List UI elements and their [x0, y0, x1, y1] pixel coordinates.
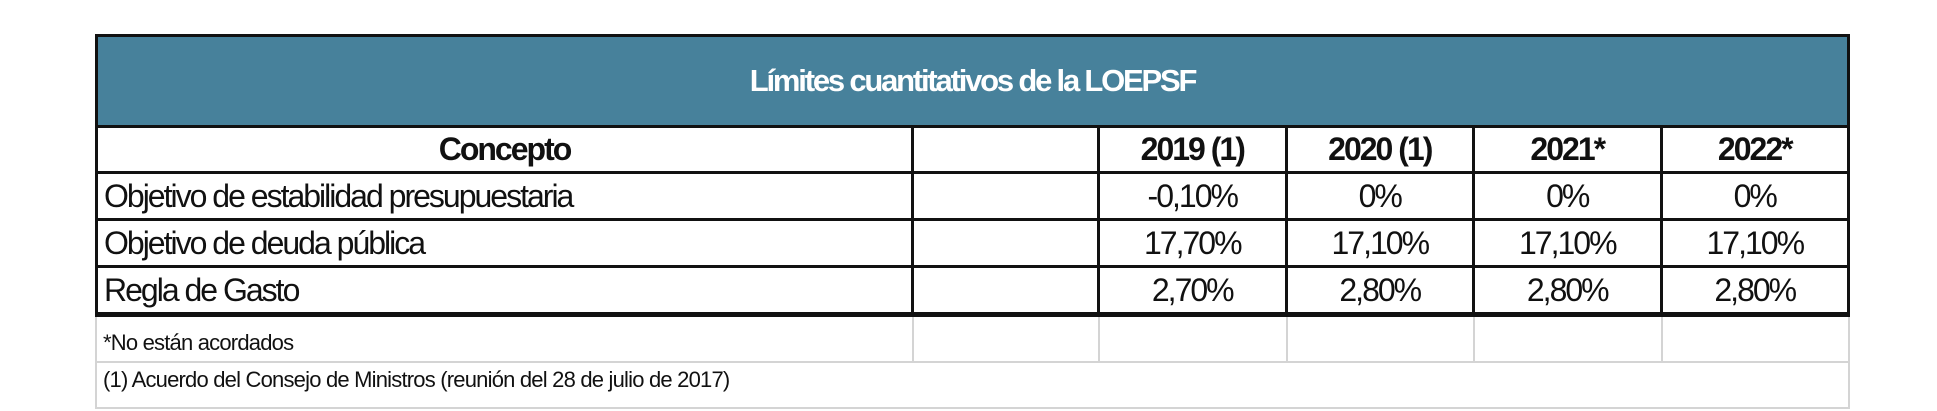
value-cell: 2,80%: [1663, 268, 1850, 312]
footnote-not-agreed: *No están acordados: [95, 317, 914, 363]
column-header-2021: 2021*: [1475, 128, 1663, 171]
column-header-2022: 2022*: [1663, 128, 1850, 171]
blank-cell: [1287, 317, 1475, 363]
value-cell: 17,10%: [1475, 221, 1663, 265]
column-header-concepto: Concepto: [95, 128, 914, 171]
row-label: Objetivo de deuda pública: [95, 221, 914, 265]
blank-cell: [1100, 317, 1288, 363]
footnote-row: (1) Acuerdo del Consejo de Ministros (re…: [95, 363, 1850, 409]
value-cell: 0%: [1475, 174, 1663, 218]
blank-cell: [914, 268, 1100, 312]
value-cell: 0%: [1663, 174, 1850, 218]
value-cell: 2,80%: [1475, 268, 1663, 312]
column-header-2019: 2019 (1): [1100, 128, 1288, 171]
blank-cell: [914, 174, 1100, 218]
value-cell: -0,10%: [1100, 174, 1288, 218]
value-cell: 0%: [1288, 174, 1475, 218]
column-header-blank: [914, 128, 1100, 171]
value-cell: 17,10%: [1288, 221, 1475, 265]
value-cell: 17,70%: [1100, 221, 1288, 265]
table-row: Regla de Gasto 2,70% 2,80% 2,80% 2,80%: [95, 268, 1850, 317]
row-label: Regla de Gasto: [95, 268, 914, 312]
blank-cell: [1662, 317, 1850, 363]
table-title: Límites cuantitativos de la LOEPSF: [749, 63, 1198, 98]
footnote-council-agreement: (1) Acuerdo del Consejo de Ministros (re…: [95, 363, 1850, 409]
table-row: Objetivo de estabilidad presupuestaria -…: [95, 174, 1850, 221]
value-cell: 2,70%: [1100, 268, 1288, 312]
table-title-band: Límites cuantitativos de la LOEPSF: [95, 34, 1850, 128]
header-row: Concepto 2019 (1) 2020 (1) 2021* 2022*: [95, 128, 1850, 174]
blank-cell: [914, 221, 1100, 265]
column-header-2020: 2020 (1): [1288, 128, 1475, 171]
value-cell: 17,10%: [1663, 221, 1850, 265]
value-cell: 2,80%: [1288, 268, 1475, 312]
blank-cell: [914, 317, 1100, 363]
table-row: Objetivo de deuda pública 17,70% 17,10% …: [95, 221, 1850, 268]
footnote-row: *No están acordados: [95, 317, 1850, 363]
row-label: Objetivo de estabilidad presupuestaria: [95, 174, 914, 218]
blank-cell: [1475, 317, 1663, 363]
